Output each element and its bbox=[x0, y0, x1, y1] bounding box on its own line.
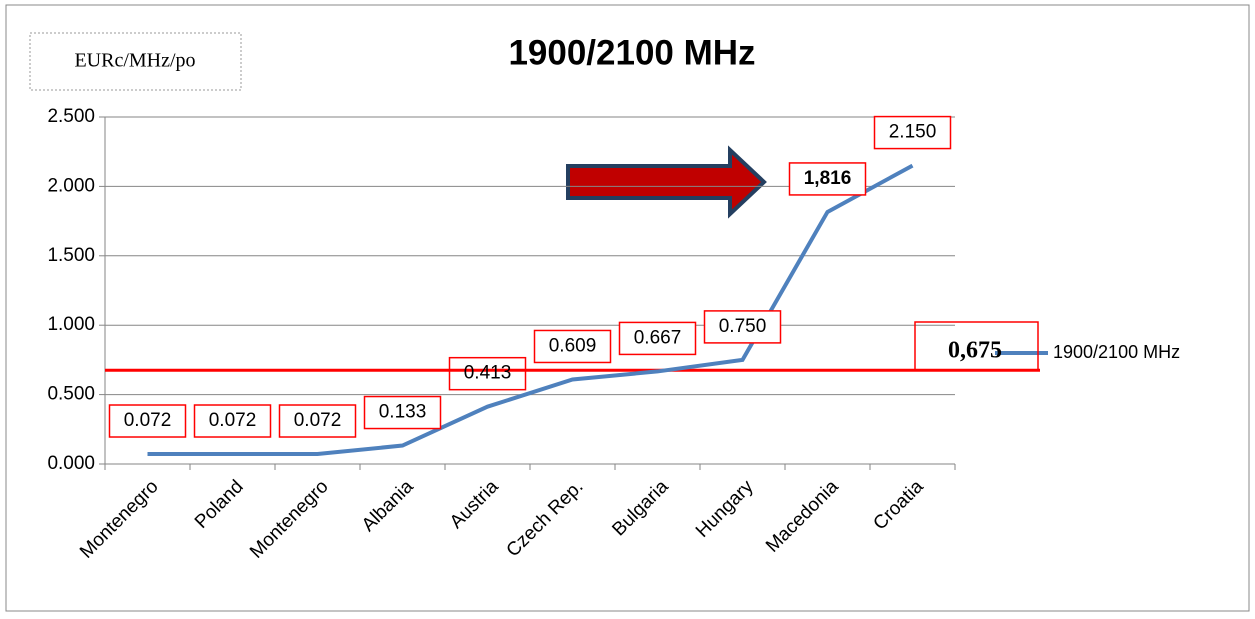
y-tick-label: 0.500 bbox=[47, 384, 95, 405]
data-label: 1,816 bbox=[804, 168, 852, 189]
data-label: 0.072 bbox=[294, 410, 342, 431]
label-box bbox=[533, 329, 612, 364]
data-label: 0.750 bbox=[719, 316, 767, 337]
y-tick-label: 0.000 bbox=[47, 453, 95, 474]
arrow bbox=[566, 145, 767, 219]
y-tick-label: 1.500 bbox=[47, 245, 95, 266]
y-tick-label: 2.500 bbox=[47, 106, 95, 127]
label-box bbox=[108, 404, 187, 438]
label-box bbox=[193, 404, 272, 438]
data-label: 0.667 bbox=[634, 327, 682, 348]
y-tick-label: 2.000 bbox=[47, 175, 95, 196]
label-box bbox=[788, 162, 867, 196]
label-box bbox=[278, 404, 357, 438]
data-label: 0.072 bbox=[209, 410, 257, 431]
data-label: 0.609 bbox=[549, 335, 597, 356]
label-box bbox=[363, 395, 442, 430]
unit-box bbox=[29, 32, 242, 91]
label-box bbox=[618, 321, 697, 356]
y-tick-label: 1.000 bbox=[47, 314, 95, 335]
unit-label: EURc/MHz/po bbox=[74, 50, 195, 72]
data-label: 0.133 bbox=[379, 402, 427, 423]
legend-label: 1900/2100 MHz bbox=[1053, 342, 1180, 362]
data-label: 0.072 bbox=[124, 410, 172, 431]
data-label: 2.150 bbox=[889, 122, 937, 143]
series-line bbox=[147, 163, 914, 457]
label-box bbox=[873, 115, 952, 150]
label-box bbox=[703, 310, 782, 344]
data-label: 0.413 bbox=[464, 363, 512, 384]
chart-title: 1900/2100 MHz bbox=[508, 33, 755, 72]
chart-border bbox=[5, 4, 1250, 612]
label-box bbox=[448, 356, 527, 391]
reference-label-box bbox=[914, 321, 1039, 372]
reference-label: 0,675 bbox=[948, 338, 1002, 364]
